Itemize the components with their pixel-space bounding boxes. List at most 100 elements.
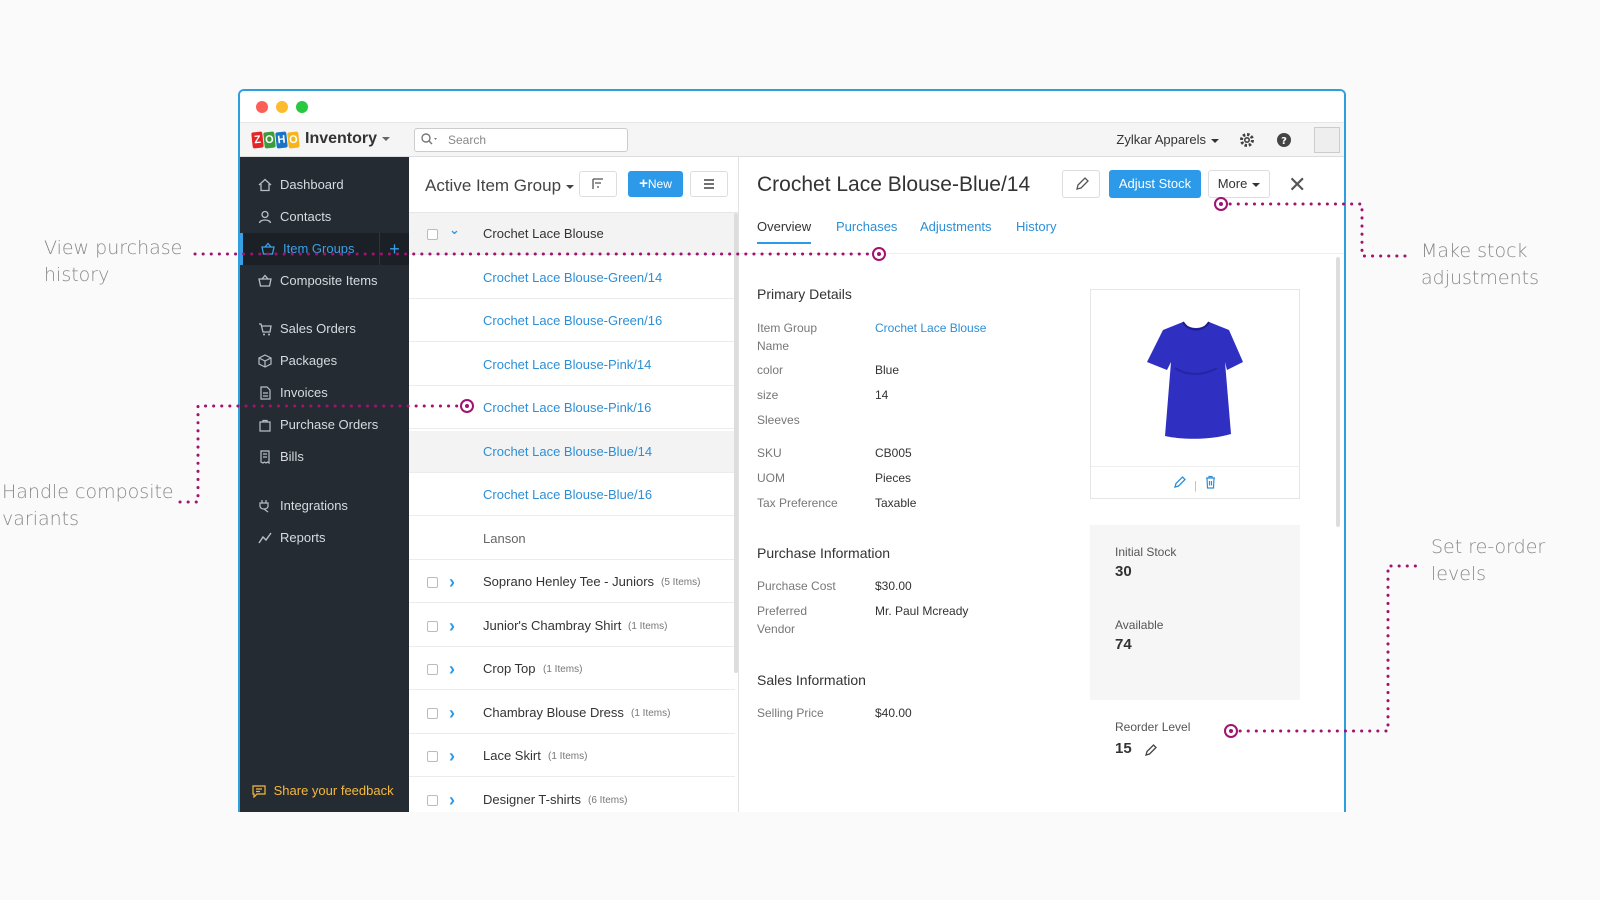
sidebar-item-label: Purchase Orders bbox=[280, 417, 379, 432]
gear-icon[interactable] bbox=[1238, 131, 1256, 149]
detail-scrollbar[interactable] bbox=[1336, 257, 1340, 527]
sort-icon bbox=[592, 178, 603, 189]
tshirt-image bbox=[1111, 314, 1279, 440]
sidebar-item-dashboard[interactable]: Dashboard bbox=[240, 169, 409, 201]
row-count: (5 Items) bbox=[661, 577, 701, 588]
item-group-row[interactable]: › Lace Skirt (1 Items) bbox=[409, 735, 735, 777]
sidebar-item-sales-orders[interactable]: Sales Orders bbox=[240, 313, 409, 345]
sidebar-item-item-groups[interactable]: Item Groups + bbox=[240, 233, 409, 265]
avatar[interactable] bbox=[1314, 127, 1340, 153]
item-detail-pane: Crochet Lace Blouse-Blue/14 Adjust Stock… bbox=[740, 157, 1344, 812]
list-item[interactable]: Lanson bbox=[409, 518, 735, 560]
sidebar-item-packages[interactable]: Packages bbox=[240, 345, 409, 377]
close-window-button[interactable] bbox=[256, 101, 268, 113]
list-item[interactable]: Crochet Lace Blouse-Blue/14 bbox=[409, 430, 735, 473]
field-value: Blue bbox=[875, 363, 900, 377]
view-filter-label: Active Item Group bbox=[425, 176, 562, 195]
minimize-window-button[interactable] bbox=[276, 101, 288, 113]
tab-purchases[interactable]: Purchases bbox=[836, 219, 898, 234]
list-item[interactable]: Crochet Lace Blouse-Pink/16 bbox=[409, 387, 735, 429]
item-group-row[interactable]: › Soprano Henley Tee - Juniors (5 Items) bbox=[409, 561, 735, 603]
sidebar-item-reports[interactable]: Reports bbox=[240, 522, 409, 554]
chevron-right-icon[interactable]: › bbox=[449, 659, 455, 679]
new-button-label: New bbox=[647, 177, 672, 191]
list-item[interactable]: Crochet Lace Blouse-Green/16 bbox=[409, 300, 735, 342]
sidebar-item-contacts[interactable]: Contacts bbox=[240, 201, 409, 233]
row-name: Crop Top bbox=[483, 661, 536, 676]
chevron-right-icon[interactable]: › bbox=[449, 789, 455, 810]
list-item[interactable]: Crochet Lace Blouse-Pink/14 bbox=[409, 344, 735, 386]
row-checkbox[interactable] bbox=[427, 229, 438, 240]
adjust-stock-button[interactable]: Adjust Stock bbox=[1109, 170, 1201, 198]
list-item[interactable]: Crochet Lace Blouse-Blue/16 bbox=[409, 474, 735, 516]
pencil-icon[interactable] bbox=[1144, 743, 1158, 757]
more-actions-dropdown[interactable]: More bbox=[1208, 170, 1270, 198]
org-switcher[interactable]: Zylkar Apparels bbox=[1116, 132, 1219, 147]
basket-icon bbox=[261, 242, 275, 255]
search-input[interactable]: Search bbox=[414, 128, 628, 152]
item-group-row[interactable]: › Chambray Blouse Dress (1 Items) bbox=[409, 692, 735, 734]
sidebar-item-composite-items[interactable]: Composite Items bbox=[240, 265, 409, 297]
field-value: $30.00 bbox=[875, 579, 912, 593]
sidebar-item-bills[interactable]: Bills bbox=[240, 441, 409, 473]
org-name: Zylkar Apparels bbox=[1116, 132, 1206, 147]
row-checkbox[interactable] bbox=[427, 751, 438, 762]
sidebar-item-purchase-orders[interactable]: Purchase Orders bbox=[240, 409, 409, 441]
sidebar-item-invoices[interactable]: Invoices bbox=[240, 377, 409, 409]
chevron-down-icon[interactable] bbox=[382, 137, 391, 141]
bag-icon bbox=[259, 419, 271, 432]
initial-stock-label: Initial Stock bbox=[1115, 545, 1177, 559]
row-checkbox[interactable] bbox=[427, 620, 438, 632]
more-label: More bbox=[1217, 176, 1248, 191]
row-name: Lace Skirt bbox=[483, 748, 541, 763]
marker-reorder-level bbox=[1224, 724, 1238, 738]
tab-adjustments[interactable]: Adjustments bbox=[920, 219, 992, 234]
trash-icon[interactable] bbox=[1204, 475, 1217, 489]
maximize-window-button[interactable] bbox=[296, 101, 308, 113]
user-icon bbox=[258, 210, 272, 224]
chevron-right-icon[interactable]: › bbox=[449, 702, 455, 723]
tab-overview[interactable]: Overview bbox=[757, 219, 812, 244]
feedback-label: Share your feedback bbox=[273, 782, 394, 798]
share-feedback-link[interactable]: Share your feedback bbox=[252, 782, 394, 799]
stock-summary: Initial Stock 30 Available 74 bbox=[1090, 525, 1300, 700]
field-label: Preferred Vendor bbox=[757, 604, 808, 636]
chevron-right-icon[interactable]: › bbox=[449, 746, 455, 766]
callout-line: adjustments bbox=[1421, 267, 1539, 289]
chevron-right-icon[interactable]: › bbox=[449, 615, 455, 636]
item-group-link[interactable]: Crochet Lace Blouse bbox=[875, 321, 987, 335]
item-group-row[interactable]: › Crop Top (1 Items) bbox=[409, 648, 735, 690]
field-label: Purchase Cost bbox=[757, 579, 836, 593]
sidebar-item-integrations[interactable]: Integrations bbox=[240, 490, 409, 522]
close-icon[interactable]: ✕ bbox=[1288, 172, 1307, 197]
help-icon[interactable]: ? bbox=[1275, 131, 1293, 149]
callout-line: Make stock bbox=[1421, 240, 1528, 262]
item-group-row[interactable]: › Designer T-shirts (6 Items) bbox=[409, 779, 735, 813]
add-item-group-button[interactable]: + bbox=[379, 233, 409, 265]
chevron-right-icon[interactable]: › bbox=[449, 572, 455, 592]
reorder-level-label: Reorder Level bbox=[1115, 720, 1191, 734]
hamburger-menu-icon bbox=[704, 179, 714, 189]
row-name: Lanson bbox=[483, 530, 526, 546]
list-item[interactable]: Crochet Lace Blouse-Green/14 bbox=[409, 257, 735, 299]
new-item-button[interactable]: +New bbox=[628, 171, 683, 197]
row-name: Crochet Lace Blouse bbox=[483, 226, 604, 241]
chevron-down-icon[interactable]: ⌄ bbox=[449, 222, 460, 237]
row-checkbox[interactable] bbox=[427, 794, 438, 806]
list-menu-button[interactable] bbox=[690, 171, 728, 197]
tab-history[interactable]: History bbox=[1016, 219, 1057, 234]
edit-item-button[interactable] bbox=[1062, 170, 1100, 198]
sort-button[interactable] bbox=[579, 171, 617, 197]
row-checkbox[interactable] bbox=[427, 707, 438, 719]
view-filter-dropdown[interactable]: Active Item Group bbox=[425, 176, 575, 196]
field-label: Tax Preference bbox=[757, 496, 838, 510]
row-checkbox[interactable] bbox=[427, 577, 438, 588]
product-name: Inventory bbox=[305, 130, 378, 147]
callout-reorder-levels: Set re-order levels bbox=[1431, 534, 1600, 588]
item-group-row[interactable]: › Junior's Chambray Shirt (1 Items) bbox=[409, 605, 735, 647]
item-group-row[interactable]: ⌄ Crochet Lace Blouse bbox=[409, 213, 735, 255]
pencil-icon[interactable] bbox=[1173, 475, 1187, 489]
list-scrollbar[interactable] bbox=[734, 213, 738, 673]
row-checkbox[interactable] bbox=[427, 664, 438, 675]
